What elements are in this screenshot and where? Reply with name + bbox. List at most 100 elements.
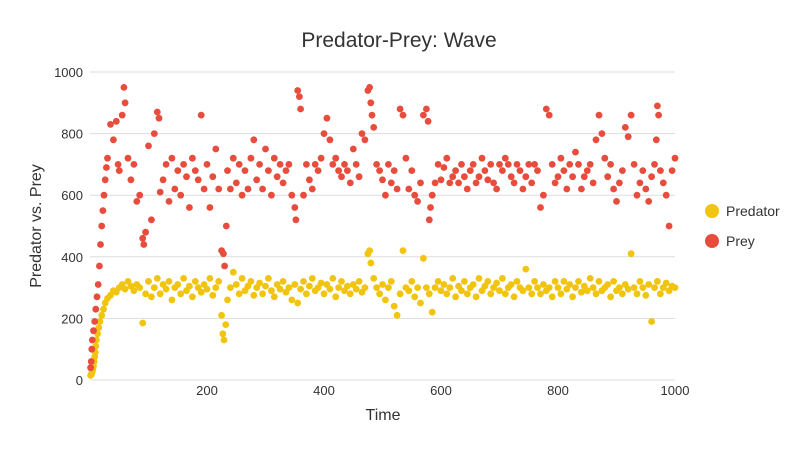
predator-point[interactable] <box>557 290 565 298</box>
prey-point[interactable] <box>601 154 609 162</box>
predator-point[interactable] <box>458 287 465 295</box>
prey-point[interactable] <box>427 204 434 211</box>
predator-point[interactable] <box>551 278 559 285</box>
predator-point[interactable] <box>212 284 220 291</box>
prey-point[interactable] <box>118 111 126 119</box>
predator-point[interactable] <box>153 275 161 282</box>
predator-point[interactable] <box>572 284 579 291</box>
prey-point[interactable] <box>414 198 421 205</box>
predator-point[interactable] <box>95 324 103 331</box>
predator-point[interactable] <box>361 284 369 291</box>
prey-point[interactable] <box>297 105 304 113</box>
predator-point[interactable] <box>399 247 407 255</box>
prey-point[interactable] <box>90 327 97 335</box>
prey-point[interactable] <box>604 173 612 181</box>
prey-point[interactable] <box>183 173 190 181</box>
prey-point[interactable] <box>659 179 667 187</box>
prey-point[interactable] <box>370 124 378 131</box>
predator-point[interactable] <box>136 284 144 291</box>
predator-point[interactable] <box>537 290 544 298</box>
prey-point[interactable] <box>493 185 500 193</box>
predator-point[interactable] <box>338 278 345 285</box>
predator-point[interactable] <box>633 290 641 298</box>
prey-point[interactable] <box>452 167 459 175</box>
prey-point[interactable] <box>168 154 176 162</box>
prey-point[interactable] <box>624 133 632 141</box>
predator-point[interactable] <box>405 287 413 295</box>
predator-point[interactable] <box>355 278 363 285</box>
prey-point[interactable] <box>344 167 351 175</box>
prey-point[interactable] <box>534 167 541 175</box>
predator-point[interactable] <box>294 299 302 307</box>
prey-point[interactable] <box>209 173 217 181</box>
predator-point[interactable] <box>224 296 231 304</box>
predator-point[interactable] <box>472 293 480 301</box>
predator-point[interactable] <box>329 275 337 282</box>
prey-point[interactable] <box>96 262 103 270</box>
predator-point[interactable] <box>534 284 541 291</box>
prey-point[interactable] <box>329 161 337 168</box>
predator-point[interactable] <box>121 285 129 293</box>
prey-point[interactable] <box>528 179 536 187</box>
prey-point[interactable] <box>496 161 503 168</box>
predator-point[interactable] <box>373 284 380 291</box>
prey-point[interactable] <box>443 154 451 162</box>
prey-point[interactable] <box>308 185 316 193</box>
predator-point[interactable] <box>285 284 293 291</box>
predator-point[interactable] <box>610 278 617 285</box>
predator-point[interactable] <box>262 282 269 290</box>
predator-point[interactable] <box>148 293 155 301</box>
predator-point[interactable] <box>531 278 538 285</box>
prey-point[interactable] <box>472 179 480 187</box>
predator-point[interactable] <box>197 288 205 296</box>
prey-point[interactable] <box>545 111 553 119</box>
prey-point[interactable] <box>425 216 433 224</box>
predator-point[interactable] <box>288 296 296 304</box>
prey-point[interactable] <box>469 161 477 168</box>
predator-point[interactable] <box>366 247 373 255</box>
predator-point[interactable] <box>162 285 170 293</box>
prey-point[interactable] <box>110 136 117 144</box>
predator-point[interactable] <box>219 330 227 338</box>
prey-point[interactable] <box>177 191 185 199</box>
prey-point[interactable] <box>130 161 138 168</box>
predator-point[interactable] <box>238 275 246 282</box>
predator-point[interactable] <box>434 278 442 285</box>
predator-point[interactable] <box>636 278 644 285</box>
prey-point[interactable] <box>256 161 263 168</box>
predator-point[interactable] <box>279 278 287 285</box>
prey-point[interactable] <box>616 179 623 187</box>
predator-point[interactable] <box>475 275 483 282</box>
prey-point[interactable] <box>636 179 644 187</box>
prey-point[interactable] <box>171 185 179 193</box>
prey-point[interactable] <box>428 191 436 199</box>
predator-point[interactable] <box>592 290 600 298</box>
predator-point[interactable] <box>423 284 430 291</box>
prey-point[interactable] <box>247 154 255 162</box>
prey-point[interactable] <box>326 136 334 144</box>
prey-point[interactable] <box>560 167 568 175</box>
predator-point[interactable] <box>232 281 240 288</box>
predator-point[interactable] <box>370 275 378 282</box>
predator-point[interactable] <box>569 293 576 301</box>
predator-point[interactable] <box>437 287 445 295</box>
prey-point[interactable] <box>253 176 261 184</box>
prey-point[interactable] <box>227 185 234 193</box>
prey-point[interactable] <box>542 105 550 113</box>
predator-point[interactable] <box>142 290 150 298</box>
prey-point[interactable] <box>627 111 635 119</box>
prey-point[interactable] <box>124 154 132 162</box>
predator-point[interactable] <box>229 268 237 276</box>
prey-point[interactable] <box>311 161 319 168</box>
prey-point[interactable] <box>291 204 299 211</box>
prey-point[interactable] <box>104 154 111 162</box>
prey-point[interactable] <box>288 191 296 199</box>
predator-point[interactable] <box>639 284 647 291</box>
prey-point[interactable] <box>510 179 518 187</box>
predator-point[interactable] <box>177 290 185 298</box>
prey-point[interactable] <box>379 176 386 184</box>
prey-point[interactable] <box>446 179 454 187</box>
predator-point[interactable] <box>189 293 196 301</box>
prey-point[interactable] <box>93 293 101 301</box>
predator-point[interactable] <box>513 278 521 285</box>
